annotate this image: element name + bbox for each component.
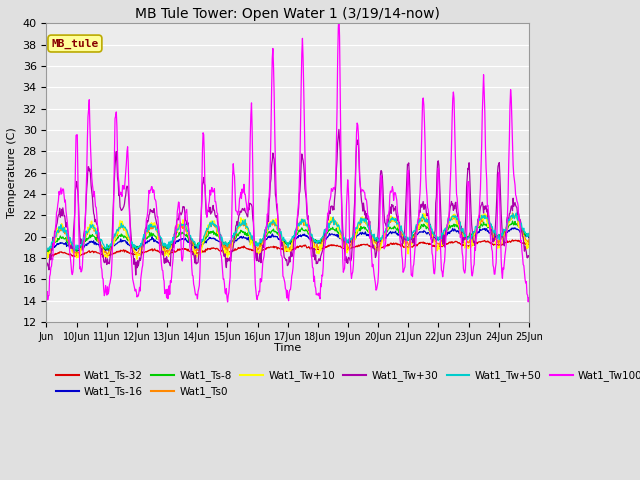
Line: Wat1_Ts-16: Wat1_Ts-16 [47,228,529,253]
Wat1_Ts0 [189,239,196,244]
Wat1_Tw+50 [43,244,51,250]
Wat1_Ts-8 [45,249,52,255]
Wat1_Tw100 [338,228,346,234]
Wat1_Ts-32 [525,241,532,247]
Wat1_Tw100 [188,264,196,270]
Wat1_Ts0 [337,236,345,242]
Wat1_Ts0 [525,237,532,242]
Wat1_Tw+50 [337,230,345,236]
Wat1_Tw+50 [513,210,520,216]
Wat1_Ts-32 [46,255,54,261]
Wat1_Tw100 [99,276,107,282]
Wat1_Tw100 [335,13,343,19]
Wat1_Ts-8 [189,240,196,246]
Wat1_Tw+30 [43,264,51,269]
Wat1_Tw100 [525,295,532,300]
Wat1_Ts-32 [43,253,51,259]
Wat1_Tw100 [224,299,232,305]
Wat1_Ts-16 [189,242,196,248]
Line: Wat1_Tw100: Wat1_Tw100 [47,16,529,302]
Wat1_Ts-8 [337,233,345,239]
Wat1_Ts-32 [365,242,372,248]
Wat1_Ts-16 [44,250,52,256]
Wat1_Tw+50 [525,233,532,239]
Wat1_Tw+30 [189,251,196,256]
Wat1_Ts0 [43,252,51,258]
Wat1_Ts-8 [230,235,238,240]
Wat1_Tw100 [230,173,238,179]
Wat1_Tw+10 [230,237,238,243]
Wat1_Ts-32 [189,249,196,255]
Wat1_Tw+10 [43,254,51,260]
Line: Wat1_Tw+10: Wat1_Tw+10 [47,214,529,260]
Wat1_Ts0 [212,225,220,231]
Wat1_Ts-8 [43,246,51,252]
Wat1_Ts-16 [525,235,532,240]
Wat1_Ts-32 [100,252,108,258]
Line: Wat1_Tw+30: Wat1_Tw+30 [47,130,529,275]
Wat1_Tw+30 [132,272,140,278]
Wat1_Tw+10 [525,243,532,249]
Wat1_Tw100 [212,199,220,204]
Wat1_Ts-8 [525,232,532,238]
Wat1_Tw+10 [365,222,372,228]
Wat1_Ts0 [100,248,108,253]
Wat1_Tw+30 [338,212,346,217]
Wat1_Ts-8 [509,218,516,224]
Wat1_Tw+10 [337,235,345,241]
Wat1_Ts-16 [365,231,372,237]
Line: Wat1_Ts-8: Wat1_Ts-8 [47,221,529,252]
Wat1_Tw100 [43,292,51,298]
Wat1_Tw+30 [212,215,220,220]
Wat1_Ts0 [509,210,516,216]
Wat1_Tw+50 [189,236,196,242]
Wat1_Ts-8 [212,230,220,236]
Wat1_Ts-16 [511,225,519,231]
Wat1_Ts-16 [43,249,51,255]
Wat1_Tw+30 [335,127,343,132]
X-axis label: Time: Time [274,343,301,353]
Wat1_Ts-8 [100,245,108,251]
Wat1_Ts-16 [212,238,220,243]
Line: Wat1_Ts-32: Wat1_Ts-32 [47,240,529,258]
Wat1_Ts-16 [100,246,108,252]
Wat1_Tw+10 [224,257,232,263]
Wat1_Tw+50 [365,225,372,230]
Y-axis label: Temperature (C): Temperature (C) [7,127,17,218]
Wat1_Ts0 [365,225,372,230]
Wat1_Ts-32 [212,246,220,252]
Wat1_Tw+50 [212,224,220,230]
Wat1_Tw100 [365,218,373,224]
Wat1_Ts0 [230,233,238,239]
Wat1_Ts-32 [337,245,345,251]
Wat1_Ts-16 [230,239,238,245]
Line: Wat1_Ts0: Wat1_Ts0 [47,213,529,256]
Text: MB_tule: MB_tule [51,38,99,48]
Wat1_Tw+50 [230,232,238,238]
Legend: Wat1_Ts-32, Wat1_Ts-16, Wat1_Ts-8, Wat1_Ts0, Wat1_Tw+10, Wat1_Tw+30, Wat1_Tw+50,: Wat1_Ts-32, Wat1_Ts-16, Wat1_Ts-8, Wat1_… [52,366,640,401]
Wat1_Tw+50 [100,242,108,248]
Wat1_Ts-32 [230,247,238,252]
Wat1_Tw+10 [419,211,427,216]
Wat1_Tw+50 [71,248,79,254]
Wat1_Ts-16 [337,235,345,241]
Wat1_Tw+30 [365,223,373,228]
Wat1_Tw+30 [99,252,107,258]
Line: Wat1_Tw+50: Wat1_Tw+50 [47,213,529,251]
Wat1_Ts-32 [509,237,516,243]
Title: MB Tule Tower: Open Water 1 (3/19/14-now): MB Tule Tower: Open Water 1 (3/19/14-now… [135,7,440,21]
Wat1_Tw+10 [99,247,107,252]
Wat1_Tw+10 [188,244,196,250]
Wat1_Tw+30 [525,254,532,260]
Wat1_Ts-8 [365,229,372,235]
Wat1_Tw+30 [230,234,238,240]
Wat1_Tw+10 [212,222,220,228]
Wat1_Ts0 [44,253,52,259]
